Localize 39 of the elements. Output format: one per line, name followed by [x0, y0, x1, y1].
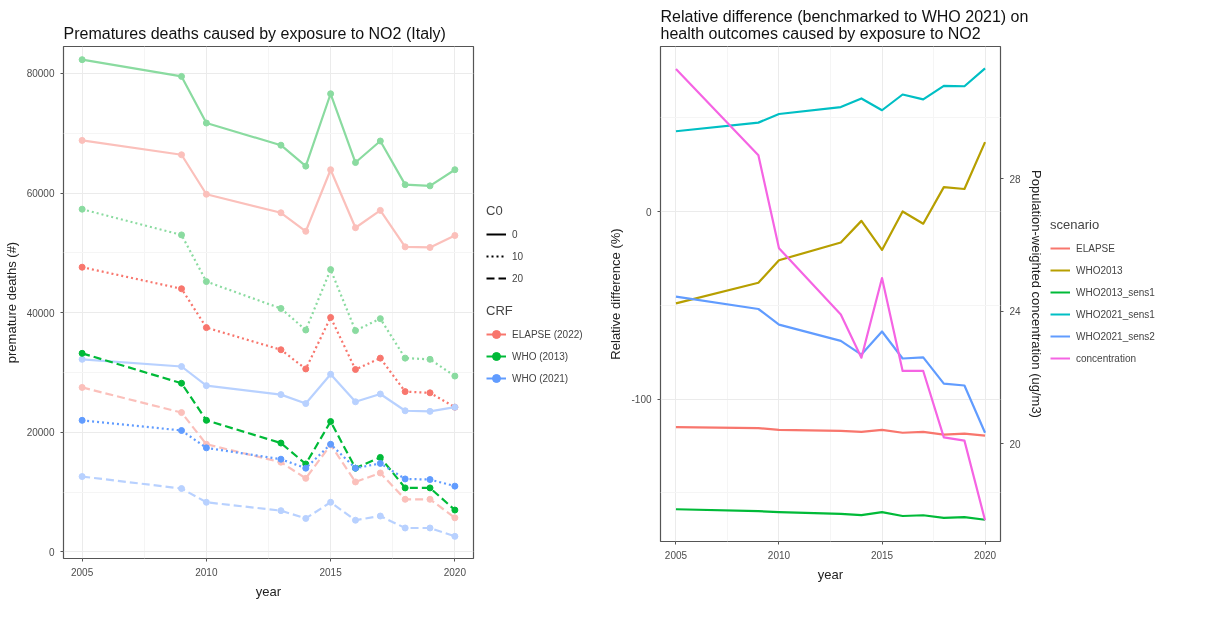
x-tick-label: 2005 [664, 549, 688, 561]
legend-label: ELAPSE (2022) [512, 328, 583, 340]
y-tick-label: -100 [631, 394, 652, 405]
legend-label: WHO2021_sens1 [1076, 308, 1155, 320]
y-tick-label: 0 [48, 546, 55, 558]
x-tick-label: 2015 [870, 549, 894, 561]
y-axis-title: premature deaths (#) [3, 241, 19, 364]
legend-label: WHO (2013) [512, 350, 569, 362]
x-tick-label: 2015 [319, 566, 343, 578]
x-tick-label: 2005 [71, 566, 94, 578]
text: 0 [512, 228, 519, 240]
y-axis-title: Relative difference (%) [608, 228, 624, 360]
y2-tick-label: 28 [1009, 173, 1022, 185]
legend-title: CRF [486, 303, 514, 318]
x-tick-label: 2020 [443, 566, 467, 578]
legend-label: WHO2013 [1076, 264, 1123, 276]
y-tick-label: 20000 [26, 427, 55, 439]
y2-tick-label: 24 [1009, 306, 1022, 318]
legend-label: WHO (2021) [512, 372, 569, 384]
legend-label: WHO2021_sens2 [1076, 330, 1155, 342]
text: 20 [512, 272, 525, 284]
chart-title: Relative difference (benchmarked to WHO 2021) on health outcomes caused by exposure to NO2 [660, 7, 1029, 42]
x-tick-label: 2020 [973, 549, 997, 561]
x-tick-label: 2010 [195, 566, 218, 578]
text: C0 [486, 203, 504, 218]
legend-label: ELAPSE [1076, 242, 1115, 254]
chart-title: Prematures deaths caused by exposure to NO2 (Italy) [63, 24, 446, 42]
y-tick-label: 60000 [26, 188, 55, 200]
y-tick-label: 80000 [26, 68, 55, 80]
y-tick-label: 40000 [26, 307, 55, 319]
x-axis-title: year [817, 566, 844, 582]
text: 10 [512, 250, 525, 262]
legend-title: scenario [1050, 217, 1101, 232]
y2-axis-title: Population-weighted concentration (ug/m3) [1028, 170, 1044, 418]
legend-label: concentration [1076, 352, 1137, 364]
y2-tick-label: 20 [1009, 438, 1022, 450]
x-axis-title: year [255, 583, 282, 599]
legend-label: WHO2013_sens1 [1076, 286, 1155, 298]
x-tick-label: 2010 [767, 549, 791, 561]
